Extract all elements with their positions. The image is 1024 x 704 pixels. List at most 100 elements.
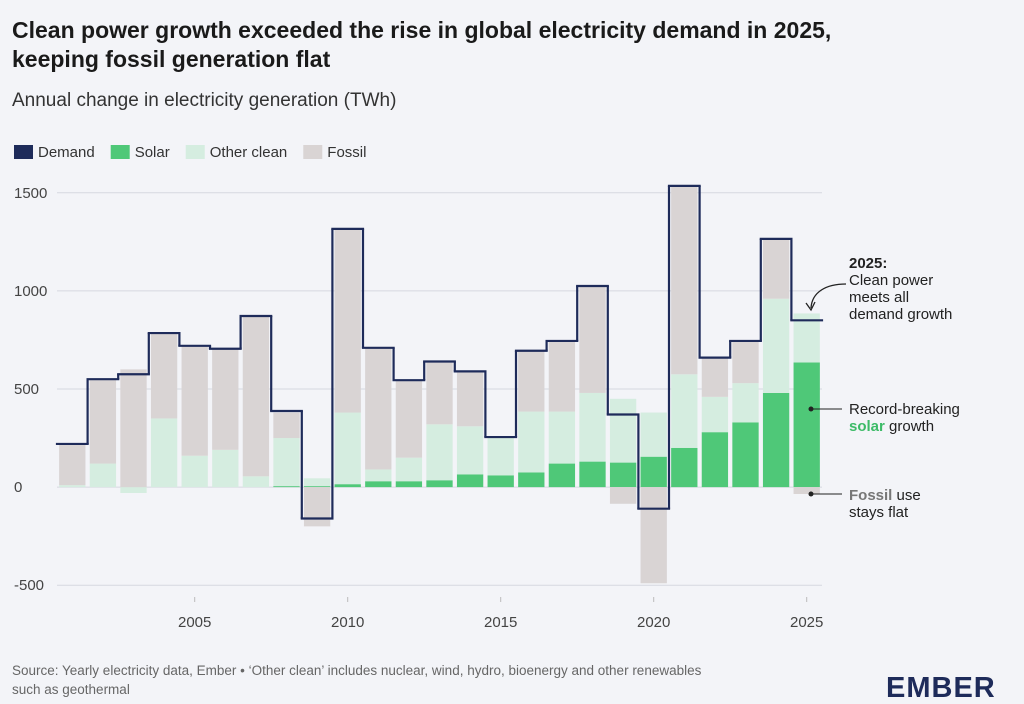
bar-segment — [426, 424, 453, 481]
bar-segment — [120, 487, 147, 493]
legend-swatch — [303, 145, 323, 159]
bar-segment — [640, 412, 667, 457]
chart-title: keeping fossil generation flat — [12, 46, 331, 72]
bar-segment — [395, 457, 423, 482]
legend-label: Demand — [38, 144, 95, 161]
bar-segment — [671, 374, 698, 448]
annotation: 2025: — [849, 255, 887, 272]
bar-segment — [334, 484, 361, 488]
bar-segment — [303, 478, 331, 487]
legend-swatch — [185, 145, 205, 159]
bar-segment — [732, 422, 759, 488]
bar-segment — [273, 438, 300, 487]
bar-segment — [456, 474, 484, 488]
annotation-text: solar — [849, 418, 885, 435]
x-tick-label: 2005 — [178, 614, 211, 631]
logo: EMBER — [886, 672, 996, 704]
annotation: solar growth — [849, 418, 934, 435]
annotation-arrowhead — [805, 301, 816, 312]
annotation-arrow — [810, 283, 847, 309]
bar-segment — [181, 455, 208, 488]
bar-segment — [762, 298, 790, 393]
bar-segment — [732, 383, 759, 423]
legend-swatch — [14, 145, 33, 159]
bar-segment — [303, 487, 331, 527]
y-tick-label: 0 — [14, 479, 22, 496]
bar-segment — [579, 392, 606, 462]
bar-segment — [59, 443, 86, 486]
bar-segment — [548, 463, 576, 488]
bar-segment — [671, 185, 698, 375]
bar-segment — [212, 449, 239, 488]
annotation-text: Record-breaking — [849, 401, 960, 418]
bar-segment — [212, 348, 239, 450]
bar-segment — [640, 456, 667, 488]
bar-segment — [426, 480, 453, 488]
bar-segment — [426, 361, 453, 425]
legend-label: Solar — [135, 144, 170, 161]
bar-segment — [487, 438, 514, 476]
bar-segment — [579, 461, 606, 488]
bar-segment — [732, 340, 759, 384]
bar-segment — [334, 228, 361, 413]
bar-segment — [701, 432, 729, 488]
bar-segment — [548, 411, 576, 464]
annotation: Record-breaking — [849, 401, 960, 418]
bar-segment — [303, 486, 331, 488]
annotation-text: meets all — [849, 289, 909, 306]
bar-segment — [456, 371, 484, 427]
bar-segment — [365, 469, 392, 482]
bar-segment — [518, 472, 545, 488]
chart-title: Clean power growth exceeded the rise in … — [12, 17, 831, 43]
legend-label: Fossil — [327, 144, 366, 161]
source-note: Source: Yearly electricity data, Ember •… — [12, 663, 702, 678]
bar-segment — [762, 392, 790, 488]
bar-segment — [793, 487, 820, 494]
bar-segment — [487, 475, 514, 488]
bar-segment — [89, 463, 117, 488]
annotation-text: Fossil — [849, 487, 892, 504]
annotation: Clean power — [849, 272, 933, 289]
annotation-text: Clean power — [849, 272, 933, 289]
annotation-text: use — [892, 487, 920, 504]
bar-segment — [150, 333, 178, 419]
bar-segment — [793, 313, 820, 363]
source-note: such as geothermal — [12, 682, 130, 697]
bar-segment — [609, 487, 637, 504]
bar-segment — [365, 347, 392, 470]
y-tick-label: 1000 — [14, 283, 47, 300]
bar-segment — [334, 412, 361, 485]
bar-segment — [59, 485, 86, 488]
bars — [59, 185, 820, 584]
bar-segment — [518, 350, 545, 412]
chart-subtitle: Annual change in electricity generation … — [12, 90, 396, 111]
annotation-text: growth — [885, 418, 934, 435]
legend-label: Other clean — [210, 144, 288, 161]
y-tick-label: -500 — [14, 577, 44, 594]
bar-segment — [181, 345, 208, 456]
y-tick-label: 1500 — [14, 185, 47, 202]
legend-swatch — [110, 145, 130, 159]
bar-segment — [242, 316, 270, 477]
grid: -500 0 500 1000 1500 2005 2010 2015 2020 2025 — [14, 185, 823, 631]
bar-segment — [609, 398, 637, 463]
annotation-text: stays flat — [849, 504, 909, 521]
bar-segment — [89, 379, 117, 464]
x-tick-label: 2010 — [331, 614, 364, 631]
bar-segment — [120, 369, 147, 488]
annotation: demand growth — [849, 306, 952, 323]
annotation-text: demand growth — [849, 306, 952, 323]
bar-segment — [548, 340, 576, 412]
bar-segment — [701, 396, 729, 433]
y-tick-label: 500 — [14, 381, 39, 398]
bar-segment — [609, 462, 637, 488]
annotation: meets all — [849, 289, 909, 306]
annotation-text: 2025: — [849, 255, 887, 272]
bar-segment — [395, 481, 423, 488]
bar-segment — [365, 481, 392, 488]
bar-segment — [273, 412, 300, 439]
bar-segment — [793, 362, 820, 488]
